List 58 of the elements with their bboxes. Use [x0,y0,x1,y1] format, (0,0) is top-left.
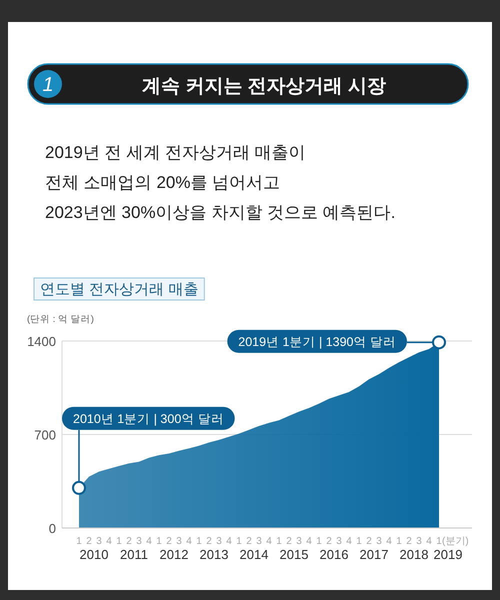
x-tick-label: 1 [196,536,202,547]
x-tick-label: 1 [316,536,322,547]
x-tick-label: 2 [246,536,252,547]
x-tick-label: 3 [176,536,182,547]
text: 2014 [240,547,268,562]
y-axis-title: (단위 : 억 달러) [27,314,94,325]
x-tick-label: 1 [396,536,402,547]
text: 연도별 전자상거래 매출 [40,281,198,298]
x-tick-label: 2 [286,536,292,547]
x-tick-label: 1 [436,536,442,547]
text: 2015 [280,547,308,562]
x-tick-label: 3 [136,536,142,547]
x-tick-label: 1 [356,536,362,547]
x-tick-label: 1 [236,536,242,547]
x-tick-label: 2 [206,536,212,547]
y-tick-label: 700 [34,428,56,442]
x-tick-label: 3 [336,536,342,547]
y-tick-label: 0 [48,521,56,536]
x-tick-label: 1 [116,536,122,547]
x-tick-label: 1 [156,536,162,547]
x-tick-label: 3 [416,536,422,547]
x-tick-label: 4 [266,536,272,547]
x-tick-label: 3 [96,536,102,547]
x-tick-label: 3 [376,536,382,547]
x-tick-label: 1 [76,536,82,547]
x-tick-label: 4 [226,536,232,547]
text: 2013 [200,547,228,562]
x-tick-label: 4 [186,536,192,547]
chart-title: 계속 커지는 전자상거래 시장 [142,76,386,97]
x-axis-title: (분기) [442,536,469,547]
x-tick-label: 3 [256,536,262,547]
annotation: 2019년 1분기 | 1390억 달러 [238,334,396,349]
x-tick-label: 4 [346,536,352,547]
y-tick-label: 1400 [27,334,56,349]
text: 2016 [320,547,348,562]
x-tick-label: 1 [276,536,282,547]
x-tick-label: 4 [386,536,392,547]
x-tick-label: 2 [326,536,332,547]
x-tick-label: 2 [166,536,172,547]
x-tick-label: 2 [406,536,412,547]
text: 2010 [80,547,108,562]
x-tick-label: 2 [126,536,132,547]
text: 2019 [434,547,462,562]
x-tick-label: 4 [426,536,432,547]
x-tick-label: 2 [86,536,92,547]
x-tick-label: 4 [306,536,312,547]
text: 2012 [160,547,188,562]
text: 1 [42,74,54,96]
x-tick-label: 3 [296,536,302,547]
x-tick-label: 2 [366,536,372,547]
x-tick-label: 4 [146,536,152,547]
chart-subtitle: 2019년 전 세계 전자상거래 매출이 전체 소매업의 20%를 넘어서고 2023년엔 30%이상을 차지할 것으로 예측된다. [45,143,396,222]
text: 2018 [400,547,428,562]
text: 2017 [360,547,388,562]
x-tick-label: 4 [106,536,112,547]
annotation: 2010년 1분기 | 300억 달러 [73,412,224,426]
text: 2011 [120,547,148,562]
x-tick-label: 3 [216,536,222,547]
